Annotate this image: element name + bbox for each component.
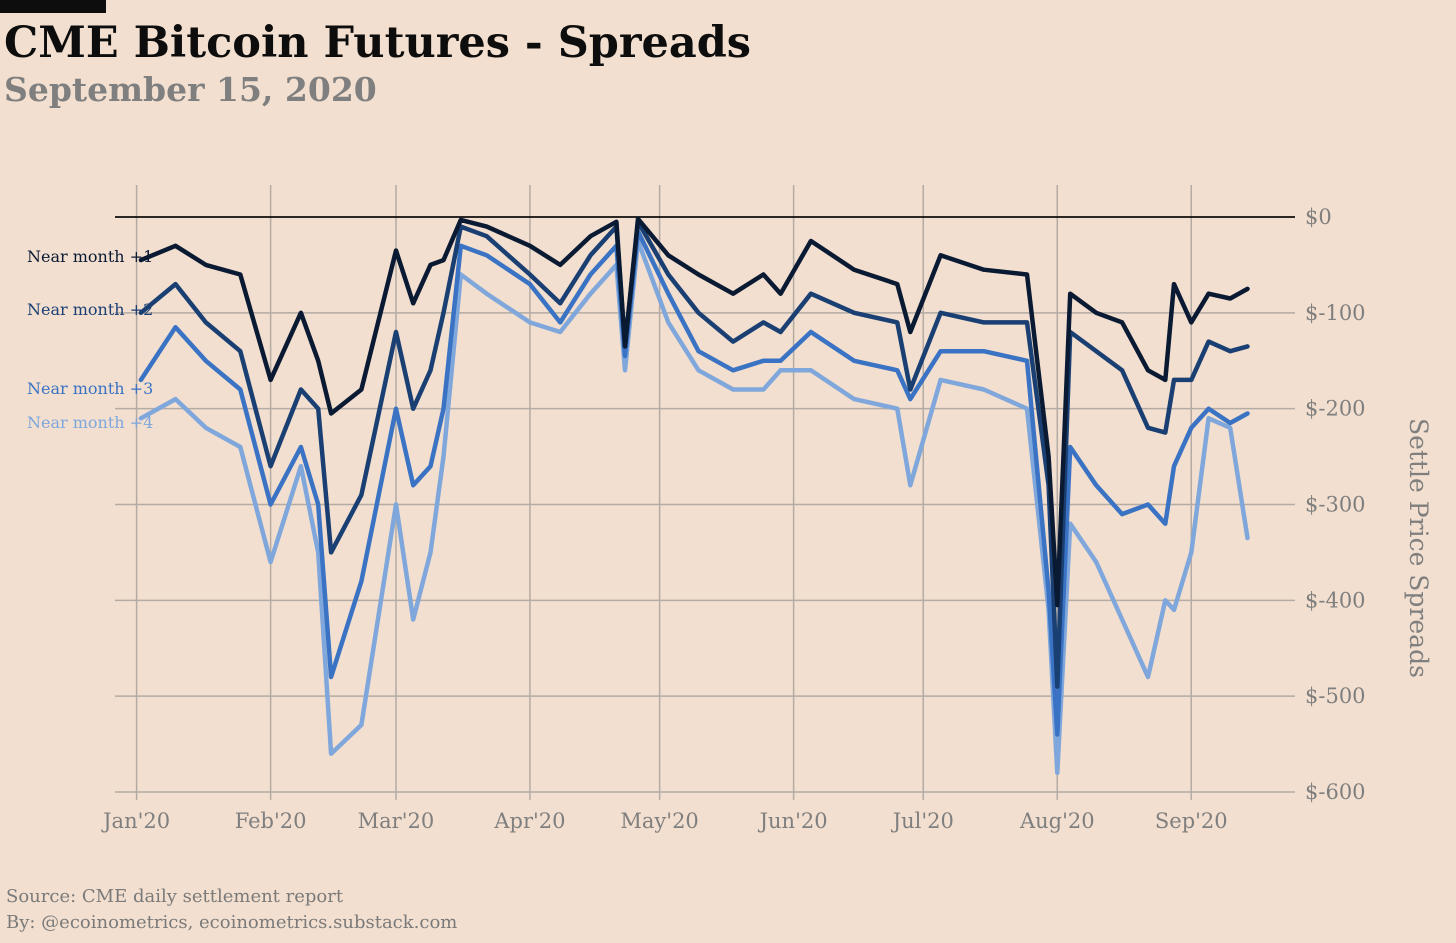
x-tick-label: May'20 [620, 809, 698, 833]
y-tick-label: $-300 [1305, 493, 1366, 517]
grid-layer [115, 185, 1295, 800]
series-label-4: Near month +4 [27, 413, 153, 432]
series-line-4 [138, 238, 1250, 776]
series-layer [138, 216, 1250, 776]
y-tick-label: $-500 [1305, 684, 1366, 708]
x-tick-label: Mar'20 [358, 809, 435, 833]
series-label-layer: Near month +1 Near month +2 Near month +3 N… [27, 247, 153, 432]
series-label-2: Near month +2 [27, 300, 153, 319]
y-tick-label: $-400 [1305, 588, 1366, 612]
y-tick-label: $-600 [1305, 780, 1366, 804]
y-axis-label: Settle Price Spreads [1404, 418, 1433, 678]
x-tick-label: Jun'20 [758, 809, 828, 833]
x-tick-label: Aug'20 [1019, 809, 1095, 833]
byline: By: @ecoinometrics, ecoinometrics.substa… [6, 912, 458, 933]
x-tick-label: Apr'20 [493, 809, 565, 833]
x-tick-label: Sep'20 [1155, 809, 1228, 833]
source-note: Source: CME daily settlement report [6, 886, 344, 907]
chart-title: CME Bitcoin Futures - Spreads [4, 18, 751, 68]
series-line-2 [138, 219, 1250, 689]
axis-layer: Jan'20 Feb'20 Mar'20 Apr'20 May'20 Jun'20 Jul'… [101, 205, 1433, 833]
x-tick-label: Feb'20 [235, 809, 307, 833]
x-tick-label: Jul'20 [891, 809, 954, 833]
chart-subtitle: September 15, 2020 [4, 70, 377, 109]
series-label-1: Near month +1 [27, 247, 153, 266]
series-line-3 [138, 229, 1250, 737]
x-tick-label: Jan'20 [101, 809, 170, 833]
y-tick-label: $0 [1305, 205, 1332, 229]
footer: Source: CME daily settlement report By: … [6, 884, 457, 936]
y-tick-label: $-100 [1305, 301, 1366, 325]
series-label-3: Near month +3 [27, 379, 153, 398]
series-line-1 [138, 216, 1250, 608]
header-accent-bar [0, 0, 106, 13]
y-tick-label: $-200 [1305, 397, 1366, 421]
